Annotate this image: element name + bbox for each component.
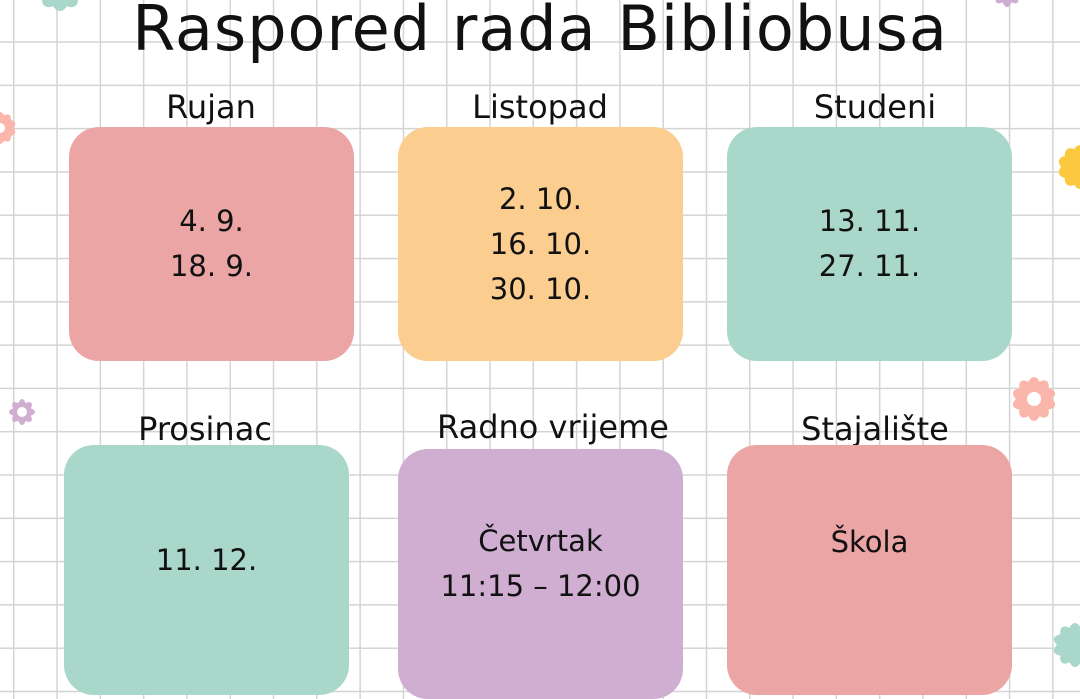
date: 13. 11. <box>818 204 921 238</box>
section-label-rujan: Rujan <box>166 88 256 126</box>
date: 11. 12. <box>155 542 258 577</box>
flower-icon <box>1012 377 1056 421</box>
card-prosinac: 11. 12. <box>64 445 349 695</box>
date: 16. 10. <box>489 226 592 261</box>
card-radno-vrijeme: Četvrtak 11:15 – 12:00 <box>398 449 683 699</box>
page-title: Raspored rada Bibliobusa <box>132 0 948 65</box>
date: 30. 10. <box>489 271 592 306</box>
flower-icon <box>41 0 79 11</box>
day: Četvrtak <box>478 524 603 558</box>
flower-icon <box>9 399 35 425</box>
card-listopad: 2. 10. 16. 10. 30. 10. <box>398 127 683 361</box>
card-studeni: 13. 11. 27. 11. <box>727 127 1012 361</box>
card-stajaliste: Škola <box>727 445 1012 695</box>
flower-icon <box>0 112 16 144</box>
section-label-prosinac: Prosinac <box>138 410 272 448</box>
date: 27. 11. <box>818 249 921 283</box>
date: 4. 9. <box>179 204 244 238</box>
section-label-radno-vrijeme: Radno vrijeme <box>437 408 669 446</box>
date: 18. 9. <box>169 249 253 283</box>
flower-icon <box>1053 623 1080 667</box>
section-label-listopad: Listopad <box>472 88 608 126</box>
section-label-studeni: Studeni <box>813 88 937 126</box>
date: 2. 10. <box>498 181 582 216</box>
flower-icon <box>1058 145 1080 189</box>
time-range: 11:15 – 12:00 <box>440 569 641 603</box>
stop-name: Škola <box>830 525 909 559</box>
section-label-stajaliste: Stajalište <box>801 410 949 448</box>
card-rujan: 4. 9. 18. 9. <box>69 127 354 361</box>
flower-icon <box>995 0 1019 7</box>
